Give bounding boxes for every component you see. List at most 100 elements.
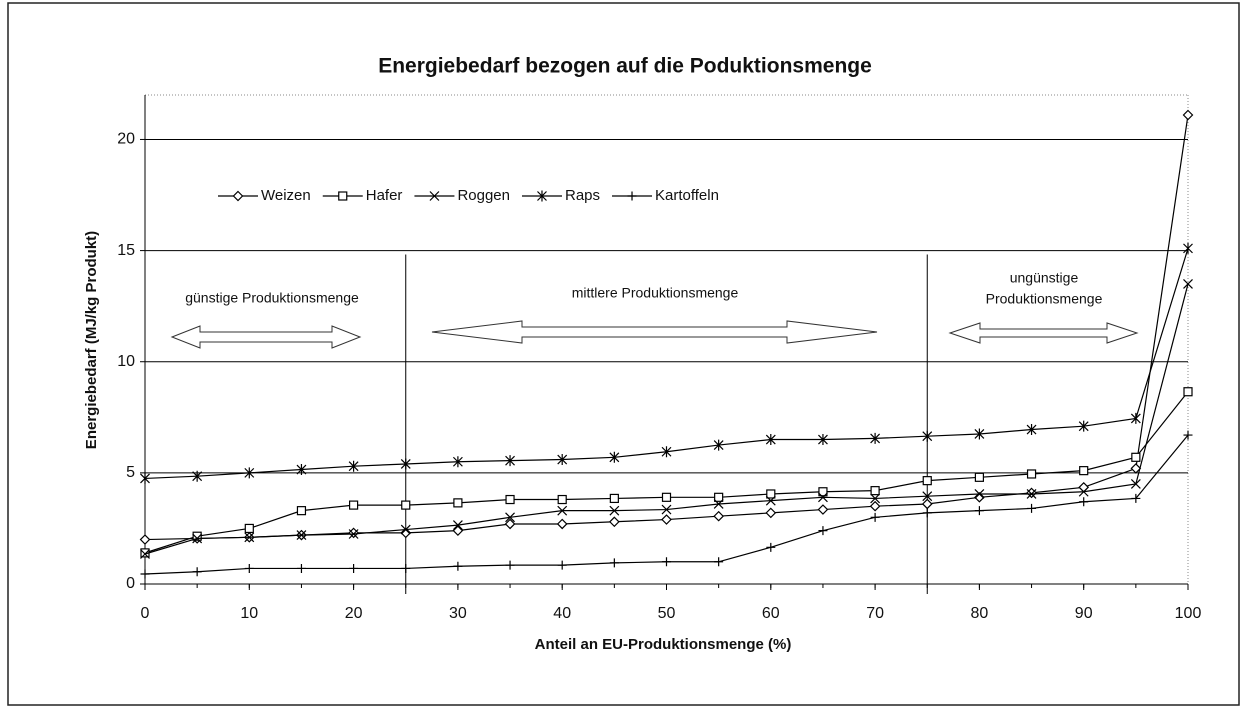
marker [244, 563, 254, 573]
chart-title: Energiebedarf bezogen auf die Poduktions… [378, 55, 872, 78]
marker [557, 560, 567, 570]
marker [296, 464, 307, 476]
marker [1131, 493, 1141, 503]
x-tick-label: 10 [240, 605, 258, 622]
y-tick-label: 10 [117, 353, 135, 370]
marker [452, 456, 463, 468]
legend-label: Kartoffeln [655, 187, 719, 204]
marker [192, 533, 203, 544]
marker [348, 460, 359, 472]
marker [713, 439, 724, 451]
marker [349, 563, 359, 573]
marker [140, 549, 150, 559]
marker [1079, 466, 1089, 476]
arrow [170, 325, 362, 349]
marker [662, 557, 671, 567]
marker [818, 492, 828, 503]
marker [401, 500, 411, 510]
x-tick-label: 60 [762, 605, 780, 622]
marker [870, 432, 881, 444]
x-tick-label: 80 [971, 605, 989, 622]
x-axis-label: Anteil an EU-Produktionsmenge (%) [535, 636, 792, 653]
marker [661, 504, 672, 515]
y-tick-label: 0 [126, 575, 135, 592]
legend-label: Weizen [261, 187, 311, 204]
legend-item: Weizen [218, 187, 311, 204]
marker [1183, 242, 1193, 254]
legend-marker [232, 190, 244, 202]
marker [870, 512, 880, 522]
annotation: ungünstige [1010, 270, 1079, 286]
legend-marker [429, 191, 440, 201]
arrow [948, 322, 1139, 344]
marker [557, 454, 568, 466]
x-tick-label: 100 [1175, 605, 1202, 622]
marker [766, 489, 776, 499]
annotation: günstige Produktionsmenge [185, 290, 359, 306]
legend-item: Kartoffeln [612, 187, 719, 204]
marker [661, 492, 672, 502]
legend-marker [338, 191, 348, 201]
marker [1079, 497, 1089, 507]
marker [400, 524, 411, 535]
marker [974, 506, 984, 516]
x-tick-label: 0 [141, 605, 150, 622]
marker [870, 493, 881, 504]
legend-marker [627, 191, 637, 201]
marker [922, 491, 933, 502]
marker [296, 563, 306, 573]
marker [244, 467, 255, 479]
x-tick-label: 50 [658, 605, 676, 622]
marker [557, 494, 567, 505]
marker [400, 458, 411, 470]
marker [661, 446, 672, 458]
marker [714, 492, 724, 502]
marker [922, 508, 932, 518]
x-tick-label: 90 [1075, 605, 1093, 622]
marker [609, 505, 620, 516]
marker [713, 510, 724, 522]
marker [713, 499, 724, 509]
marker [818, 526, 828, 536]
marker [765, 495, 776, 506]
marker [505, 512, 515, 523]
marker [609, 451, 620, 463]
marker [349, 500, 359, 510]
marker [870, 486, 880, 496]
y-axis-label: Energiebedarf (MJ/kg Produkt) [83, 231, 100, 449]
marker [244, 523, 254, 534]
marker [1183, 387, 1193, 397]
legend-item: Hafer [322, 187, 403, 204]
marker [609, 516, 620, 528]
marker [1183, 430, 1193, 440]
marker [504, 518, 516, 530]
marker [922, 476, 932, 486]
marker [1130, 463, 1142, 474]
x-tick-label: 40 [553, 605, 571, 622]
marker [452, 520, 463, 531]
marker [401, 563, 411, 573]
marker [140, 569, 150, 579]
legend-label: Hafer [366, 187, 403, 204]
marker [140, 472, 150, 484]
x-tick-label: 70 [866, 605, 884, 622]
legend-item: Raps [521, 187, 600, 204]
marker [139, 534, 151, 545]
y-tick-label: 20 [117, 131, 135, 148]
marker [609, 558, 619, 568]
marker [244, 532, 255, 543]
marker [974, 472, 985, 482]
annotation: Produktionsmenge [986, 291, 1103, 307]
marker [714, 557, 724, 567]
legend-label: Roggen [457, 187, 510, 204]
marker [1026, 424, 1037, 436]
marker [1026, 469, 1037, 479]
y-tick-label: 5 [126, 464, 135, 481]
marker [192, 470, 203, 482]
marker [974, 491, 985, 503]
x-tick-label: 30 [449, 605, 467, 622]
marker [922, 430, 933, 442]
arrow [431, 320, 878, 344]
marker [869, 500, 881, 512]
